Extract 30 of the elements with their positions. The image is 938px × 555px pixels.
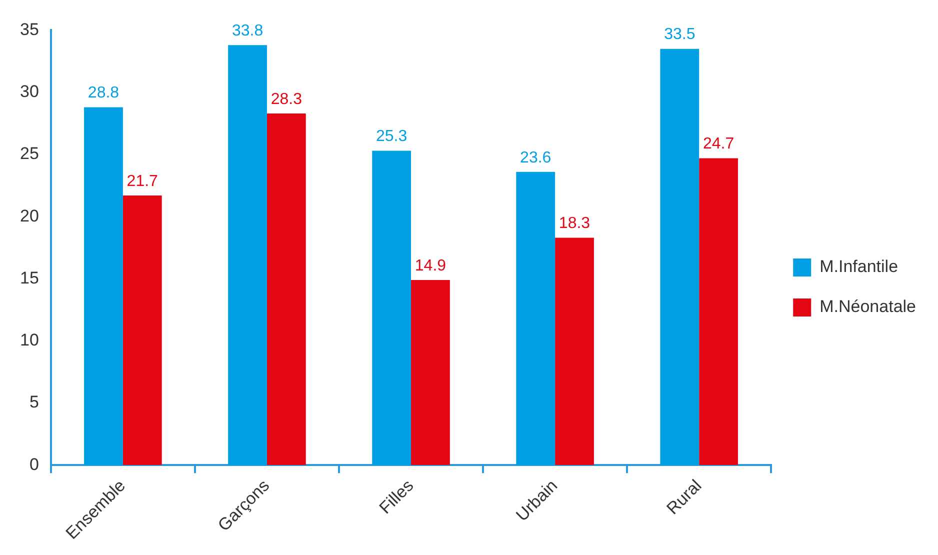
data-label: 33.8 xyxy=(232,22,264,40)
y-tick-label: 25 xyxy=(20,144,39,164)
bar xyxy=(228,45,267,466)
y-tick-label: 20 xyxy=(20,206,39,226)
data-label: 21.7 xyxy=(126,172,158,190)
data-label: 14.9 xyxy=(414,257,446,274)
y-tick-label: 15 xyxy=(20,268,39,288)
data-label: 18.3 xyxy=(558,215,590,232)
bar xyxy=(411,280,450,466)
data-label: 28.8 xyxy=(88,84,120,102)
legend-label: M.Néonatale xyxy=(820,297,916,316)
data-label: 24.7 xyxy=(702,136,734,153)
legend-label: M.Infantile xyxy=(820,257,898,276)
y-tick-label: 10 xyxy=(20,330,39,350)
y-tick-label: 5 xyxy=(29,392,39,412)
data-label: 23.6 xyxy=(520,149,552,166)
bar xyxy=(660,48,700,466)
bar xyxy=(84,107,123,466)
bar xyxy=(372,150,412,466)
data-label: 25.3 xyxy=(376,128,408,146)
bar xyxy=(122,195,162,466)
bar xyxy=(266,113,306,466)
bar xyxy=(699,158,738,466)
y-tick-label: 30 xyxy=(20,82,39,102)
bar xyxy=(555,238,594,466)
y-tick-label: 0 xyxy=(29,454,39,474)
y-tick-label: 35 xyxy=(20,20,39,39)
data-label: 28.3 xyxy=(270,90,302,108)
data-label: 33.5 xyxy=(664,26,696,44)
bar xyxy=(516,172,556,466)
